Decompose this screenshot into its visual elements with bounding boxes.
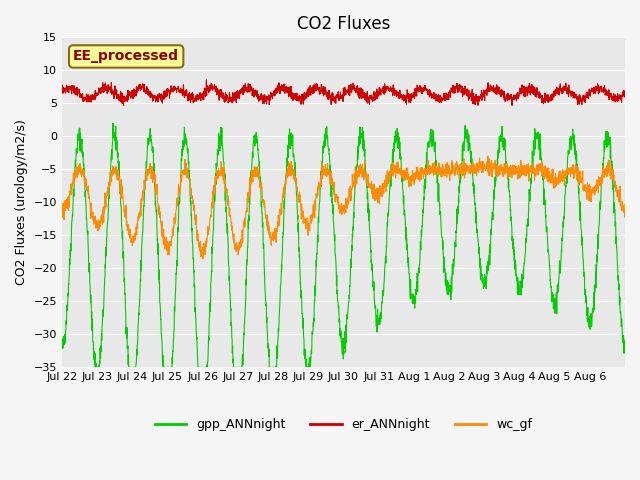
Legend: gpp_ANNnight, er_ANNnight, wc_gf: gpp_ANNnight, er_ANNnight, wc_gf bbox=[150, 413, 537, 436]
Title: CO2 Fluxes: CO2 Fluxes bbox=[297, 15, 390, 33]
Y-axis label: CO2 Fluxes (urology/m2/s): CO2 Fluxes (urology/m2/s) bbox=[15, 120, 28, 285]
Text: EE_processed: EE_processed bbox=[73, 49, 179, 63]
